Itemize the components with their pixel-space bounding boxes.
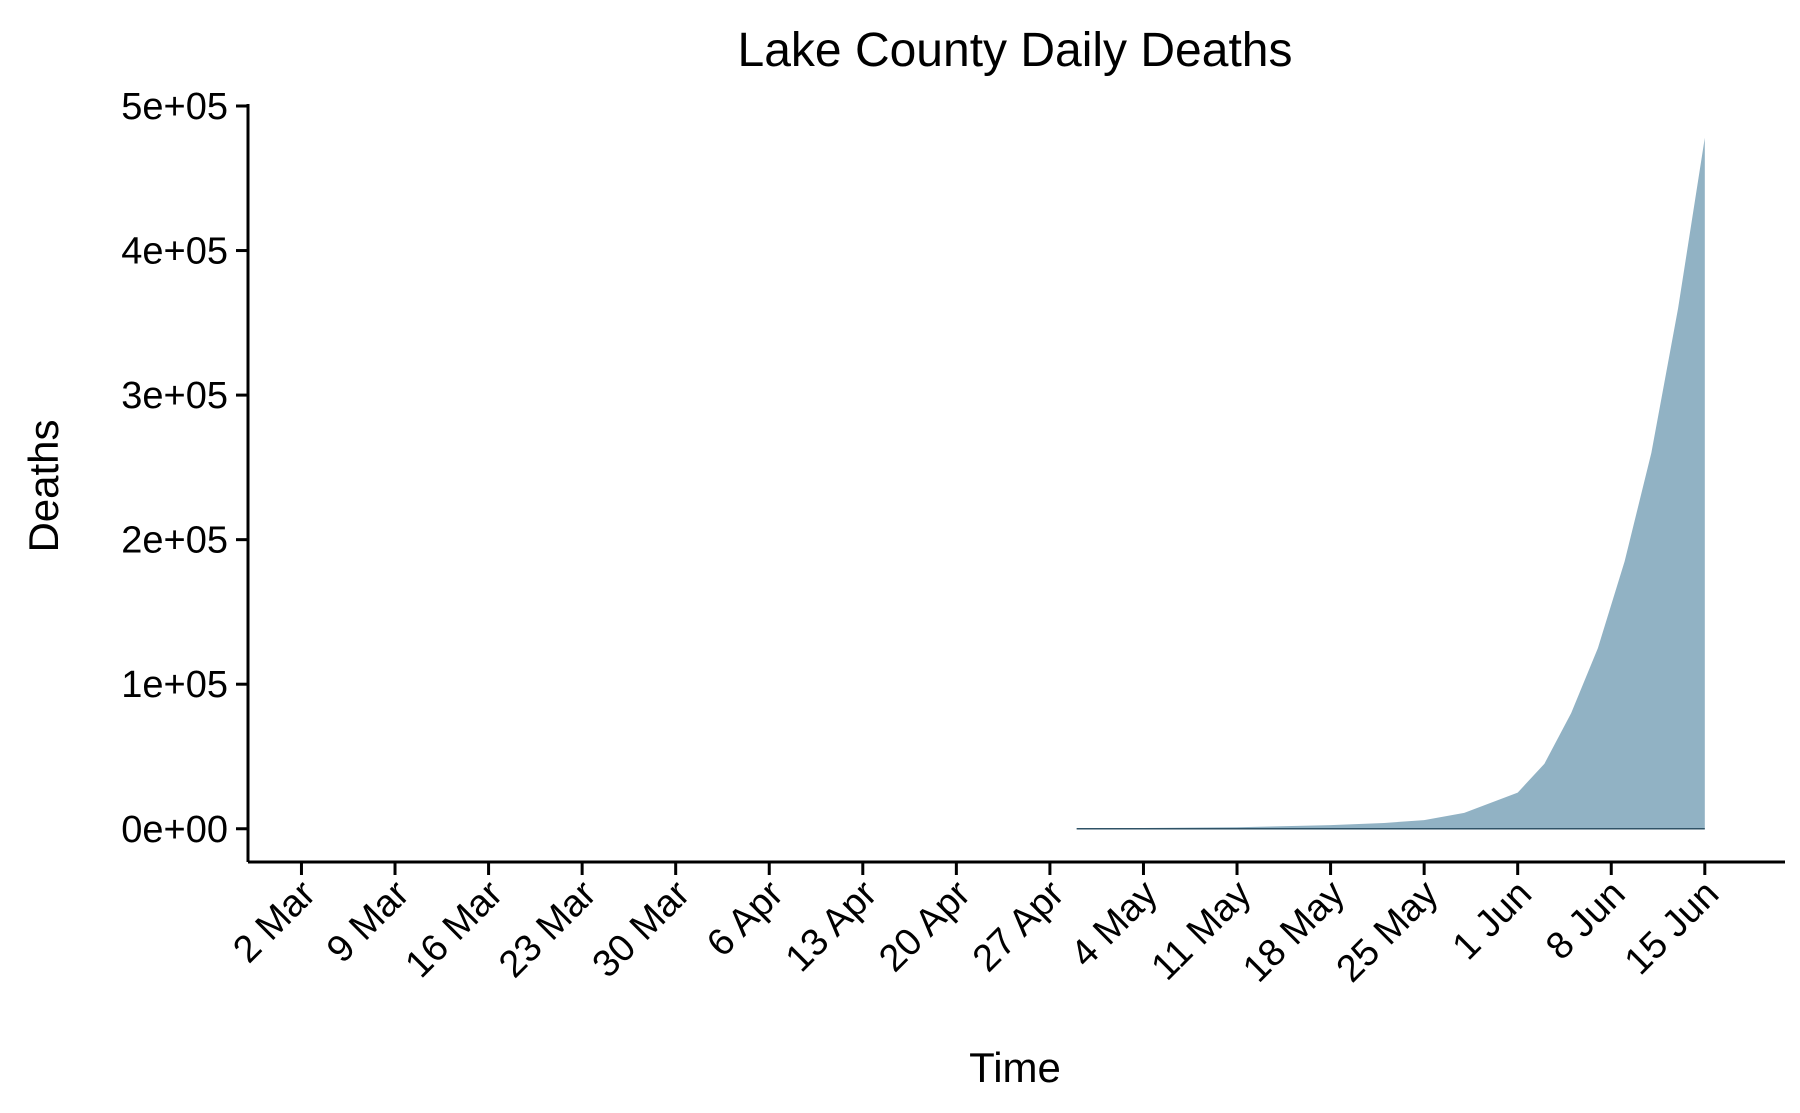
chart-title: Lake County Daily Deaths [738, 24, 1293, 77]
y-tick-label: 2e+05 [121, 520, 228, 562]
plot-area [1076, 137, 1705, 830]
area-series-0 [1076, 137, 1705, 829]
x-tick-label: 23 Mar [491, 872, 605, 986]
x-tick-label: 30 Mar [585, 872, 699, 986]
x-tick-label: 11 May [1144, 873, 1260, 989]
x-tick-label: 20 Apr [871, 872, 979, 980]
y-tick-label: 3e+05 [121, 375, 228, 417]
x-tick-label: 16 Mar [398, 872, 512, 986]
x-tick-label: 18 May [1235, 873, 1353, 991]
x-tick-label: 15 Jun [1617, 873, 1727, 983]
y-tick-label: 1e+05 [121, 664, 228, 706]
y-tick-label: 4e+05 [121, 231, 228, 273]
y-tick-label: 5e+05 [121, 86, 228, 128]
x-tick-label: 27 Apr [965, 872, 1073, 980]
x-axis-title: Time [969, 1044, 1061, 1091]
x-tick-label: 2 Mar [225, 872, 324, 971]
x-tick-label: 1 Jun [1445, 873, 1540, 968]
x-tick-label: 13 Apr [778, 872, 886, 980]
x-tick-label: 25 May [1329, 873, 1447, 991]
y-tick-label: 0e+00 [121, 809, 228, 851]
y-axis-title: Deaths [20, 419, 67, 552]
